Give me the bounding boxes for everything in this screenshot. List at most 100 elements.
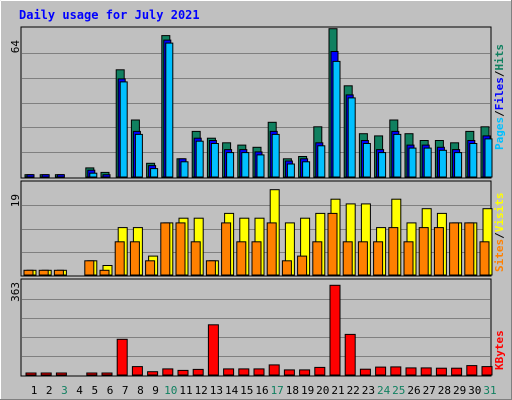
bar-pages-day-10 <box>165 42 174 178</box>
x-tick-label-9: 9 <box>152 384 159 397</box>
legend-sep-2: / <box>493 70 506 77</box>
bar-kbytes-day-17 <box>268 364 280 376</box>
legend-visits: Visits <box>493 193 506 233</box>
bar-sites-day-24 <box>373 241 384 276</box>
bar-sites-day-15 <box>236 241 247 276</box>
bar-kbytes-day-9 <box>147 371 159 376</box>
x-tick-label-4: 4 <box>76 384 83 397</box>
bar-sites-day-14 <box>221 222 232 276</box>
x-tick-label-22: 22 <box>347 384 360 397</box>
bar-sites-day-20 <box>312 241 323 276</box>
bar-pages-day-8 <box>134 133 143 178</box>
x-tick-label-3: 3 <box>61 384 68 397</box>
bar-sites-day-23 <box>357 241 368 276</box>
bar-kbytes-day-26 <box>405 367 417 376</box>
bar-sites-day-29 <box>449 222 460 276</box>
bar-kbytes-day-1 <box>25 372 37 376</box>
bar-pages-day-26 <box>408 147 417 178</box>
panel-visits-sites: 19 Sites/Visits <box>9 180 506 277</box>
x-tick-label-10: 10 <box>164 384 177 397</box>
bar-sites-day-9 <box>145 260 156 276</box>
bar-sites-day-7 <box>114 241 125 276</box>
bar-pages-day-5 <box>89 172 98 178</box>
bar-sites-day-26 <box>403 241 414 276</box>
legend-sep-3: / <box>493 232 506 239</box>
x-tick-label-16: 16 <box>255 384 268 397</box>
bar-files-day-3 <box>56 174 65 178</box>
bar-files-day-2 <box>41 174 50 178</box>
x-tick-label-18: 18 <box>286 384 299 397</box>
x-tick-label-11: 11 <box>179 384 192 397</box>
panel-kbytes-gridlines <box>22 299 490 357</box>
bar-sites-day-1 <box>23 269 34 276</box>
bar-sites-day-28 <box>433 227 444 276</box>
x-tick-label-23: 23 <box>362 384 375 397</box>
bar-kbytes-day-12 <box>192 368 204 376</box>
bar-kbytes-day-23 <box>359 368 371 376</box>
bar-sites-day-12 <box>190 241 201 276</box>
bar-pages-day-14 <box>226 152 235 178</box>
bar-sites-day-25 <box>388 227 399 276</box>
x-tick-label-7: 7 <box>122 384 129 397</box>
bar-kbytes-day-8 <box>131 366 143 376</box>
panel-hits-bars <box>24 28 493 178</box>
bar-pages-day-31 <box>484 138 493 178</box>
bar-sites-day-18 <box>281 260 292 276</box>
bar-kbytes-day-16 <box>253 368 265 376</box>
x-tick-label-13: 13 <box>210 384 223 397</box>
x-tick-label-17: 17 <box>271 384 284 397</box>
bar-kbytes-day-10 <box>162 368 174 376</box>
bar-kbytes-day-28 <box>435 367 447 376</box>
bar-kbytes-day-31 <box>481 366 493 376</box>
bar-pages-day-20 <box>317 145 326 178</box>
bar-sites-day-10 <box>160 222 171 276</box>
bar-kbytes-day-11 <box>177 369 189 376</box>
panel-visits-max-label: 19 <box>9 194 22 207</box>
bar-pages-day-19 <box>302 161 311 178</box>
panel-hits-max-label: 64 <box>9 40 22 54</box>
bar-kbytes-day-14 <box>223 368 235 376</box>
bar-files-day-1 <box>26 174 35 178</box>
bar-pages-day-17 <box>271 133 280 178</box>
bar-kbytes-day-13 <box>207 324 219 376</box>
panel-kbytes-bars <box>25 284 493 376</box>
chart-title: Daily usage for July 2021 <box>19 8 200 22</box>
x-tick-label-5: 5 <box>91 384 98 397</box>
bar-pages-day-15 <box>241 152 250 178</box>
bar-sites-day-13 <box>205 260 216 276</box>
bar-kbytes-day-6 <box>101 372 113 376</box>
bar-pages-day-28 <box>438 149 447 178</box>
legend-sep-1: / <box>493 110 506 117</box>
panel-visits-bars <box>23 189 493 276</box>
bar-sites-day-17 <box>266 222 277 276</box>
bar-pages-day-21 <box>332 60 341 178</box>
x-tick-label-28: 28 <box>438 384 451 397</box>
x-tick-label-2: 2 <box>46 384 53 397</box>
x-tick-label-27: 27 <box>423 384 436 397</box>
bar-kbytes-day-19 <box>299 369 311 376</box>
bar-kbytes-day-25 <box>390 366 402 376</box>
x-tick-label-19: 19 <box>301 384 314 397</box>
bar-sites-day-2 <box>38 269 49 276</box>
bar-sites-day-5 <box>84 260 95 276</box>
bar-pages-day-7 <box>119 81 128 178</box>
x-tick-label-25: 25 <box>392 384 405 397</box>
bar-sites-day-3 <box>53 269 64 276</box>
x-tick-label-26: 26 <box>407 384 420 397</box>
x-tick-label-30: 30 <box>468 384 481 397</box>
x-tick-label-24: 24 <box>377 384 391 397</box>
bar-sites-day-30 <box>464 222 475 276</box>
x-tick-label-31: 31 <box>483 384 496 397</box>
x-tick-label-20: 20 <box>316 384 329 397</box>
x-axis-day-labels: 1 2 3 4 5 6 7 8 9 10 11 12 13 14 15 16 17 18 19 20 21 22 23 24 2… <box>31 384 497 397</box>
bar-sites-day-21 <box>327 212 338 276</box>
bar-pages-day-30 <box>469 143 478 178</box>
x-tick-label-14: 14 <box>225 384 239 397</box>
bar-kbytes-day-30 <box>466 365 478 376</box>
legend-pages: Pages <box>493 117 506 150</box>
x-tick-label-21: 21 <box>331 384 344 397</box>
bar-kbytes-day-29 <box>451 367 463 376</box>
x-tick-label-1: 1 <box>31 384 38 397</box>
bar-kbytes-day-22 <box>344 333 356 376</box>
